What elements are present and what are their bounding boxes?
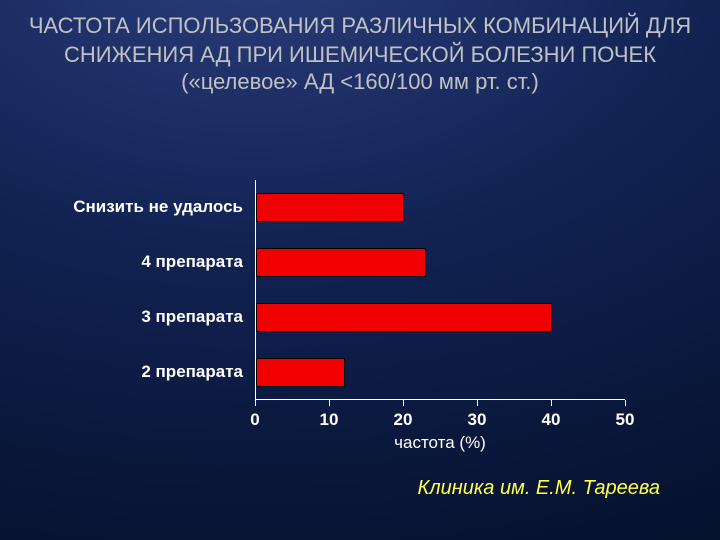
- x-tick-label: 20: [383, 410, 423, 430]
- title-subtitle: («целевое» АД <160/100 мм рт. ст.): [20, 69, 700, 95]
- y-tick-label: Снизить не удалось: [55, 197, 243, 217]
- x-tick-mark: [477, 400, 478, 406]
- x-tick-mark: [403, 400, 404, 406]
- title-main: ЧАСТОТА ИСПОЛЬЗОВАНИЯ РАЗЛИЧНЫХ КОМБИНАЦ…: [20, 12, 700, 69]
- x-tick-label: 50: [605, 410, 645, 430]
- bar-chart: частота (%) Снизить не удалось 4 препарат…: [55, 170, 665, 470]
- y-tick-label: 3 препарата: [55, 307, 243, 327]
- x-tick-label: 10: [309, 410, 349, 430]
- y-tick-label: 4 препарата: [55, 252, 243, 272]
- bar: [256, 193, 404, 222]
- source-credit: Клиника им. Е.М. Тареева: [418, 477, 660, 500]
- bar: [256, 248, 426, 277]
- title-block: ЧАСТОТА ИСПОЛЬЗОВАНИЯ РАЗЛИЧНЫХ КОМБИНАЦ…: [0, 12, 720, 95]
- x-tick-mark: [551, 400, 552, 406]
- bar: [256, 358, 345, 387]
- x-tick-mark: [625, 400, 626, 406]
- y-tick-label: 2 препарата: [55, 362, 243, 382]
- x-tick-mark: [255, 400, 256, 406]
- x-tick-label: 30: [457, 410, 497, 430]
- bar: [256, 303, 552, 332]
- x-tick-mark: [329, 400, 330, 406]
- x-tick-label: 40: [531, 410, 571, 430]
- x-tick-label: 0: [235, 410, 275, 430]
- x-axis-title: частота (%): [255, 433, 625, 453]
- slide-root: ЧАСТОТА ИСПОЛЬЗОВАНИЯ РАЗЛИЧНЫХ КОМБИНАЦ…: [0, 0, 720, 540]
